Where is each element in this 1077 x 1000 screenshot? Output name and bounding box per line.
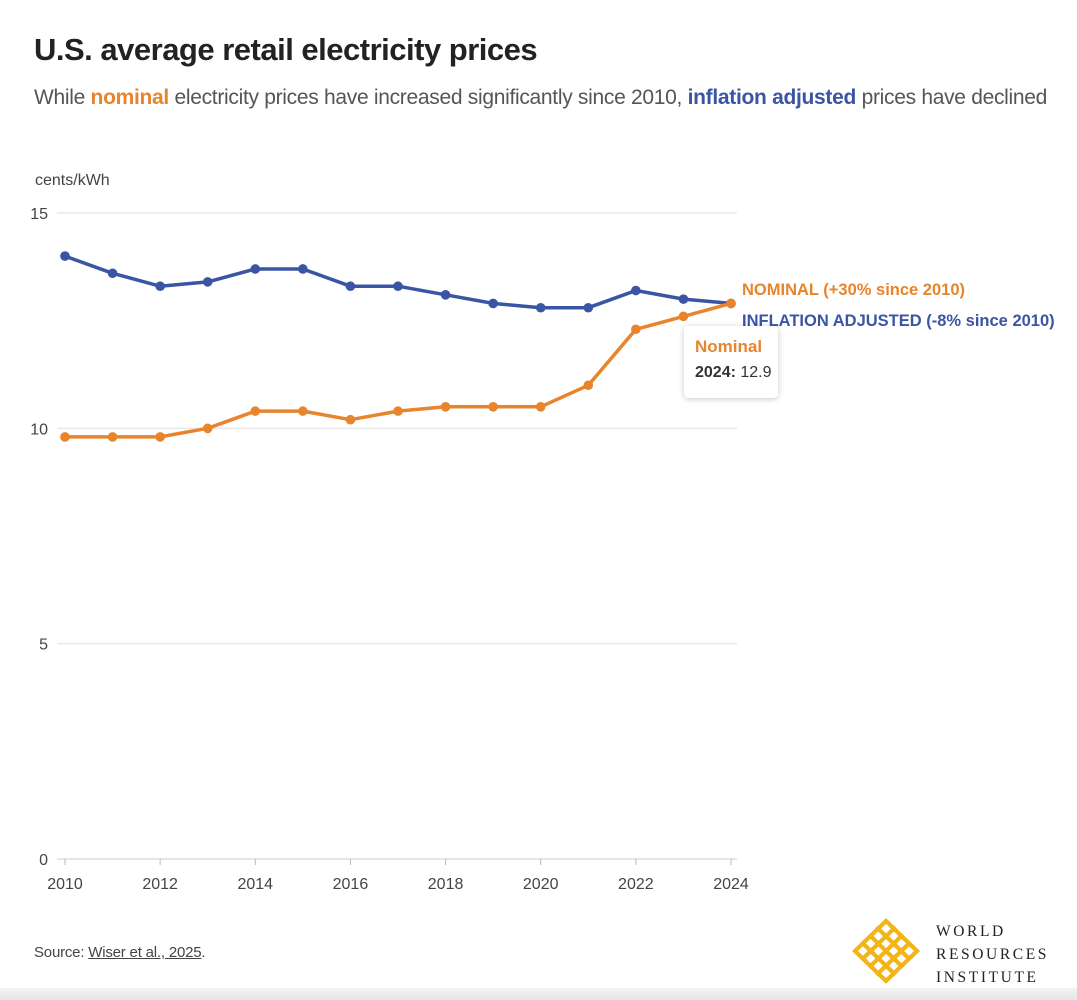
x-tick-label: 2022 [618, 876, 654, 893]
data-point-nominal [440, 402, 451, 412]
chart-subtitle: While nominal electricity prices have in… [34, 86, 1047, 110]
wri-logo-text: WORLD RESOURCES INSTITUTE [936, 920, 1049, 989]
data-point-nominal [155, 432, 165, 442]
subtitle-text-start: While [34, 86, 91, 109]
series-label-inflation: INFLATION ADJUSTED (-8% since 2010) [742, 312, 1055, 330]
data-point-inflation [202, 277, 213, 287]
x-tick-label: 2018 [428, 876, 464, 893]
data-point-nominal [488, 402, 498, 412]
data-point-inflation [583, 302, 594, 313]
data-point-inflation [107, 268, 118, 279]
subtitle-highlight-inflation: inflation adjusted [687, 86, 857, 109]
data-point-inflation [60, 251, 70, 261]
data-point-nominal [298, 406, 308, 416]
subtitle-text-end: prices have declined [856, 86, 1048, 109]
x-tick-label: 2024 [713, 876, 749, 893]
data-point-inflation [155, 281, 165, 292]
data-point-nominal [345, 414, 356, 425]
data-point-nominal [107, 432, 118, 442]
data-point-nominal [631, 324, 641, 335]
source-note: Source: Wiser et al., 2025. [34, 944, 206, 961]
x-tick-label: 2020 [523, 876, 559, 893]
y-tick-label: 15 [30, 206, 48, 223]
data-point-nominal [250, 406, 261, 416]
data-point-nominal [393, 406, 403, 416]
y-tick-label: 10 [30, 421, 48, 438]
tooltip-year: 2024: [695, 364, 736, 381]
subtitle-highlight-nominal: nominal [90, 86, 170, 109]
data-point-nominal [583, 380, 594, 391]
chart-title: U.S. average retail electricity prices [34, 32, 538, 67]
y-axis-unit-label: cents/kWh [35, 172, 110, 189]
data-point-nominal [60, 432, 70, 442]
series-line-nominal [63, 301, 733, 439]
data-point-nominal [202, 423, 213, 434]
data-point-nominal [726, 298, 736, 309]
data-point-inflation [488, 298, 498, 309]
data-point-nominal [678, 311, 689, 322]
source-suffix: . [201, 944, 206, 961]
subtitle-text-middle: electricity prices have increased signif… [168, 86, 688, 109]
source-prefix: Source: [34, 944, 89, 961]
x-tick-label: 2012 [142, 876, 178, 893]
logo-line-2: RESOURCES [936, 946, 1049, 963]
tooltip-value: 12.9 [740, 364, 772, 381]
series-label-nominal: NOMINAL (+30% since 2010) [742, 281, 965, 299]
wri-logo-icon [851, 918, 921, 984]
logo-line-1: WORLD [936, 923, 1006, 940]
tooltip-value-row: 2024: 12.9 [695, 362, 778, 384]
data-point-inflation [631, 285, 641, 296]
bottom-scroll-bar [0, 988, 1077, 1000]
tooltip-series-name: Nominal [695, 337, 763, 356]
y-tick-label: 0 [39, 852, 48, 869]
data-point-nominal [535, 402, 546, 412]
line-chart: cents/kWh 0 5 10 15 2010 2012 2014 2016 2018 2020 2… [30, 172, 1055, 893]
x-tick-label: 2014 [237, 876, 273, 893]
data-point-inflation [345, 281, 356, 292]
data-point-inflation [393, 281, 403, 292]
source-link[interactable]: Wiser et al., 2025 [88, 944, 202, 961]
x-tick-label: 2016 [333, 876, 369, 893]
logo-line-3: INSTITUTE [936, 969, 1039, 986]
x-tick-label: 2010 [47, 876, 83, 893]
data-point-inflation [440, 290, 451, 300]
y-tick-label: 5 [39, 637, 48, 654]
data-point-inflation [535, 302, 546, 313]
data-point-inflation [678, 294, 689, 304]
data-tooltip: Nominal 2024: 12.9 [684, 326, 778, 398]
data-point-inflation [298, 264, 308, 274]
data-point-inflation [250, 264, 261, 274]
